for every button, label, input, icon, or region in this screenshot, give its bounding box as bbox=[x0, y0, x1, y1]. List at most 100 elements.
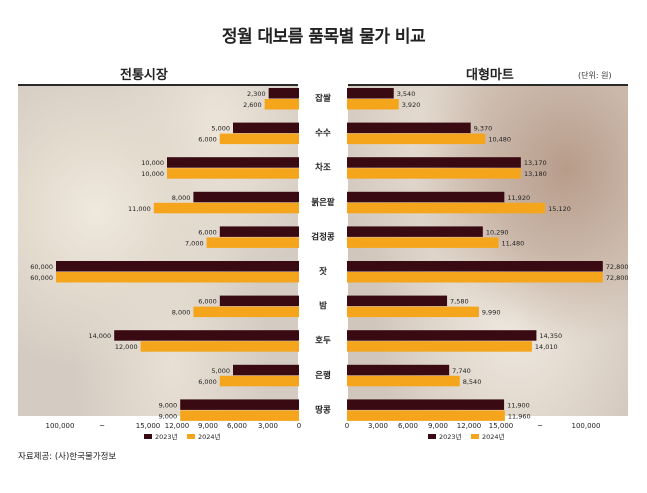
source-note: 자료제공: (사)한국물가정보 bbox=[18, 452, 117, 462]
right-value-label-2024: 11,480 bbox=[502, 239, 525, 247]
left-value-label-2024: 9,000 bbox=[159, 412, 178, 420]
left-value-label-2023: 6,000 bbox=[198, 228, 217, 236]
left-bar-2024 bbox=[153, 202, 299, 214]
left-bar-2024 bbox=[206, 237, 299, 248]
right-bar-2024 bbox=[347, 306, 479, 318]
right-value-label-2023: 7,580 bbox=[450, 298, 469, 306]
right-bar-2023 bbox=[347, 330, 537, 341]
left-value-label-2024: 6,000 bbox=[198, 378, 217, 386]
left-bar-2024 bbox=[167, 168, 299, 179]
left-bar-2023 bbox=[268, 88, 299, 99]
left-bar-2023 bbox=[233, 364, 299, 376]
left-bar-2023 bbox=[114, 330, 299, 341]
right-legend-label-2024: 2024년 bbox=[482, 432, 505, 441]
left-bar-2024 bbox=[180, 410, 299, 421]
left-bar-2024 bbox=[140, 341, 299, 352]
right-bar-2023 bbox=[347, 122, 471, 134]
right-value-label-2024: 14,010 bbox=[535, 343, 558, 351]
left-bar-2024 bbox=[56, 272, 299, 283]
right-value-label-2024: 72,800 bbox=[606, 274, 629, 282]
right-legend-swatch-2023 bbox=[428, 434, 436, 439]
right-legend-swatch-2024 bbox=[471, 434, 479, 439]
category-label: 호두 bbox=[315, 335, 331, 346]
right-bar-2023 bbox=[347, 88, 394, 99]
left-value-label-2024: 12,000 bbox=[115, 343, 138, 351]
right-value-label-2023: 11,920 bbox=[507, 194, 530, 202]
left-x-tick-label: 6,000 bbox=[227, 422, 247, 430]
unit-label: (단위: 원) bbox=[578, 71, 612, 80]
left-value-label-2024: 2,600 bbox=[243, 101, 262, 109]
left-bar-2023 bbox=[193, 191, 299, 203]
right-x-tick-label: 3,000 bbox=[368, 422, 388, 430]
chart-title: 정월 대보름 품목별 물가 비교 bbox=[221, 27, 426, 47]
left-value-label-2023: 6,000 bbox=[198, 298, 217, 306]
left-value-label-2023: 5,000 bbox=[211, 125, 230, 133]
right-bar-2024 bbox=[347, 99, 399, 110]
left-value-label-2023: 14,000 bbox=[88, 332, 111, 340]
category-label: 검정콩 bbox=[311, 231, 335, 242]
right-value-label-2024: 9,990 bbox=[482, 309, 501, 317]
left-bar-2023 bbox=[233, 122, 299, 134]
left-x-tick-label: 3,000 bbox=[258, 422, 278, 430]
right-value-label-2023: 10,290 bbox=[486, 228, 509, 236]
right-x-tick-label: 6,000 bbox=[398, 422, 418, 430]
right-bar-2024 bbox=[347, 341, 532, 352]
right-value-label-2024: 10,480 bbox=[488, 136, 511, 144]
right-value-label-2024: 11,960 bbox=[508, 412, 531, 420]
category-label: 잣 bbox=[319, 266, 327, 277]
right-bar-2024 bbox=[347, 272, 603, 283]
left-legend-label-2023: 2023년 bbox=[155, 432, 178, 441]
left-legend-swatch-2024 bbox=[187, 434, 195, 439]
category-label: 은행 bbox=[315, 370, 331, 381]
left-value-label-2024: 6,000 bbox=[198, 136, 217, 144]
right-value-label-2023: 3,540 bbox=[397, 90, 416, 98]
left-value-label-2024: 8,000 bbox=[172, 309, 191, 317]
right-bar-2024 bbox=[347, 375, 460, 387]
right-bar-2024 bbox=[347, 410, 505, 421]
right-panel-title: 대형마트 bbox=[466, 68, 514, 83]
category-label: 잡쌀 bbox=[315, 93, 331, 104]
left-value-label-2023: 8,000 bbox=[172, 194, 191, 202]
left-bar-2023 bbox=[180, 399, 299, 410]
left-x-tick-label: 15,000 bbox=[136, 422, 161, 430]
left-x-tick-label: 100,000 bbox=[46, 422, 75, 430]
left-bar-2024 bbox=[193, 306, 299, 318]
right-x-tick-label: 0 bbox=[345, 422, 349, 430]
left-value-label-2024: 10,000 bbox=[141, 170, 164, 178]
left-bar-2023 bbox=[56, 261, 299, 272]
right-value-label-2024: 15,120 bbox=[548, 205, 571, 213]
right-x-tick-label: ~ bbox=[537, 422, 543, 430]
right-value-label-2023: 7,740 bbox=[452, 367, 471, 375]
right-value-label-2023: 11,900 bbox=[507, 401, 530, 409]
right-x-tick-label: 9,000 bbox=[428, 422, 448, 430]
right-value-label-2024: 3,920 bbox=[402, 101, 421, 109]
left-panel-title: 전통시장 bbox=[120, 68, 168, 83]
right-bar-2023 bbox=[347, 157, 521, 168]
left-value-label-2023: 9,000 bbox=[159, 401, 178, 409]
right-background-photo bbox=[348, 86, 628, 416]
right-bar-2023 bbox=[347, 261, 603, 272]
right-bar-2023 bbox=[347, 399, 505, 410]
left-bar-2024 bbox=[219, 133, 299, 145]
category-label: 수수 bbox=[315, 129, 331, 139]
right-value-label-2024: 8,540 bbox=[463, 378, 482, 386]
category-label: 차조 bbox=[315, 162, 331, 173]
left-bar-2023 bbox=[219, 295, 299, 307]
left-value-label-2024: 7,000 bbox=[185, 239, 204, 247]
left-value-label-2023: 60,000 bbox=[30, 263, 53, 271]
category-label: 붉은팥 bbox=[311, 197, 335, 208]
right-legend-label-2023: 2023년 bbox=[439, 432, 462, 441]
left-x-tick-label: ~ bbox=[99, 422, 105, 430]
category-label: 밤 bbox=[319, 301, 327, 312]
right-bar-2023 bbox=[347, 364, 450, 376]
right-bar-2024 bbox=[347, 202, 546, 214]
left-header-rule bbox=[18, 84, 298, 86]
left-value-label-2024: 11,000 bbox=[128, 205, 151, 213]
right-value-label-2024: 13,180 bbox=[524, 170, 547, 178]
left-x-tick-label: 0 bbox=[297, 422, 301, 430]
right-value-label-2023: 9,370 bbox=[474, 125, 493, 133]
right-x-tick-label: 100,000 bbox=[572, 422, 601, 430]
right-value-label-2023: 13,170 bbox=[524, 159, 547, 167]
right-x-tick-label: 12,000 bbox=[457, 422, 482, 430]
